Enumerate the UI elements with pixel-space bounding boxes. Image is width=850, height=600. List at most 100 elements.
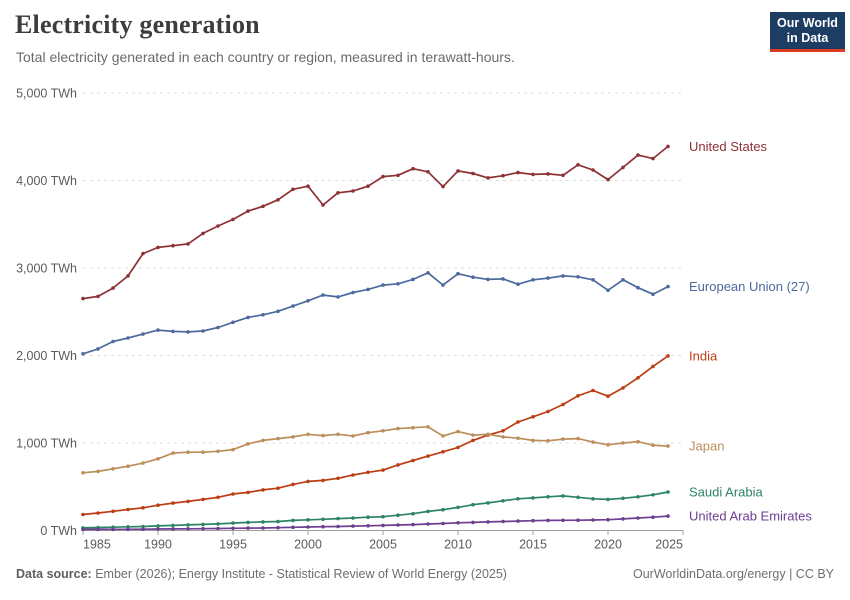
data-point[interactable] bbox=[156, 328, 160, 332]
data-point[interactable] bbox=[651, 292, 655, 296]
data-point[interactable] bbox=[141, 251, 145, 256]
series-label-japan[interactable]: Japan bbox=[689, 439, 724, 454]
data-point[interactable] bbox=[321, 524, 325, 529]
data-point[interactable] bbox=[531, 172, 535, 177]
data-point[interactable] bbox=[516, 519, 520, 523]
data-point[interactable] bbox=[201, 522, 205, 527]
data-point[interactable] bbox=[471, 433, 475, 437]
data-point[interactable] bbox=[306, 299, 310, 303]
data-point[interactable] bbox=[606, 288, 610, 293]
data-point[interactable] bbox=[171, 451, 175, 455]
data-point[interactable] bbox=[216, 449, 220, 454]
data-point[interactable] bbox=[126, 527, 130, 532]
data-point[interactable] bbox=[531, 496, 535, 500]
data-point[interactable] bbox=[591, 497, 595, 501]
data-point[interactable] bbox=[306, 432, 310, 437]
data-point[interactable] bbox=[261, 520, 265, 524]
line-chart-canvas[interactable]: 0 TWh 1,000 TWh 2,000 TWh 3,000 TWh 4,000 TW… bbox=[0, 85, 850, 560]
series-line-india[interactable] bbox=[82, 355, 669, 516]
data-point[interactable] bbox=[126, 336, 130, 340]
data-point[interactable] bbox=[666, 514, 670, 518]
data-point[interactable] bbox=[381, 429, 385, 433]
data-point[interactable] bbox=[321, 478, 325, 483]
data-point[interactable] bbox=[441, 450, 445, 454]
data-point[interactable] bbox=[291, 525, 295, 530]
data-point[interactable] bbox=[321, 517, 325, 522]
data-point[interactable] bbox=[531, 415, 535, 419]
series-label-india[interactable]: India bbox=[689, 348, 718, 363]
data-point[interactable] bbox=[336, 191, 340, 195]
data-point[interactable] bbox=[531, 278, 535, 282]
data-point[interactable] bbox=[621, 496, 625, 501]
data-point[interactable] bbox=[486, 520, 490, 524]
data-point[interactable] bbox=[516, 170, 520, 175]
data-point[interactable] bbox=[261, 488, 265, 492]
data-point[interactable] bbox=[276, 198, 280, 202]
data-point[interactable] bbox=[486, 176, 490, 180]
data-point[interactable] bbox=[591, 168, 595, 172]
data-point[interactable] bbox=[651, 515, 655, 519]
data-point[interactable] bbox=[216, 526, 220, 531]
data-point[interactable] bbox=[246, 490, 250, 495]
data-point[interactable] bbox=[201, 231, 205, 236]
data-point[interactable] bbox=[336, 476, 340, 481]
data-point[interactable] bbox=[456, 169, 460, 173]
data-point[interactable] bbox=[426, 271, 430, 275]
data-point[interactable] bbox=[141, 524, 145, 529]
data-point[interactable] bbox=[411, 458, 415, 463]
series-line-japan[interactable] bbox=[82, 425, 669, 474]
data-point[interactable] bbox=[561, 173, 565, 178]
data-point[interactable] bbox=[606, 497, 610, 502]
data-point[interactable] bbox=[591, 278, 595, 282]
data-point[interactable] bbox=[606, 177, 610, 182]
data-point[interactable] bbox=[126, 507, 130, 512]
data-point[interactable] bbox=[441, 434, 445, 438]
data-point[interactable] bbox=[111, 527, 115, 532]
data-point[interactable] bbox=[141, 332, 145, 336]
data-point[interactable] bbox=[351, 290, 355, 295]
data-point[interactable] bbox=[591, 388, 595, 393]
data-point[interactable] bbox=[546, 518, 550, 523]
data-point[interactable] bbox=[666, 284, 670, 289]
data-point[interactable] bbox=[111, 509, 115, 514]
data-point[interactable] bbox=[201, 450, 205, 455]
data-point[interactable] bbox=[96, 527, 100, 532]
data-point[interactable] bbox=[156, 524, 160, 528]
data-point[interactable] bbox=[126, 464, 130, 469]
data-point[interactable] bbox=[276, 525, 280, 530]
data-point[interactable] bbox=[171, 501, 175, 505]
data-point[interactable] bbox=[441, 184, 445, 189]
data-point[interactable] bbox=[456, 429, 460, 434]
data-point[interactable] bbox=[561, 402, 565, 407]
data-point[interactable] bbox=[621, 441, 625, 445]
data-point[interactable] bbox=[411, 425, 415, 430]
data-point[interactable] bbox=[201, 497, 205, 502]
data-point[interactable] bbox=[336, 432, 340, 437]
data-point[interactable] bbox=[666, 490, 670, 494]
data-point[interactable] bbox=[231, 521, 235, 525]
data-point[interactable] bbox=[486, 432, 490, 437]
data-point[interactable] bbox=[471, 520, 475, 525]
data-point[interactable] bbox=[336, 516, 340, 521]
data-point[interactable] bbox=[396, 282, 400, 286]
data-point[interactable] bbox=[261, 313, 265, 317]
data-point[interactable] bbox=[216, 495, 220, 500]
series-line-european-union-27[interactable] bbox=[82, 271, 669, 355]
owid-logo[interactable]: Our World in Data bbox=[770, 12, 845, 52]
data-point[interactable] bbox=[636, 439, 640, 444]
data-point[interactable] bbox=[336, 524, 340, 529]
data-point[interactable] bbox=[141, 527, 145, 531]
series-line-united-arab-emirates[interactable] bbox=[82, 515, 669, 531]
data-point[interactable] bbox=[396, 513, 400, 517]
data-point[interactable] bbox=[666, 444, 670, 448]
data-point[interactable] bbox=[231, 320, 235, 325]
data-point[interactable] bbox=[576, 436, 580, 441]
data-point[interactable] bbox=[351, 189, 355, 193]
data-point[interactable] bbox=[306, 479, 310, 484]
data-point[interactable] bbox=[576, 394, 580, 398]
series-line-saudi-arabia[interactable] bbox=[82, 491, 669, 529]
data-point[interactable] bbox=[351, 473, 355, 477]
data-point[interactable] bbox=[576, 518, 580, 522]
data-point[interactable] bbox=[216, 522, 220, 526]
data-point[interactable] bbox=[96, 347, 100, 351]
